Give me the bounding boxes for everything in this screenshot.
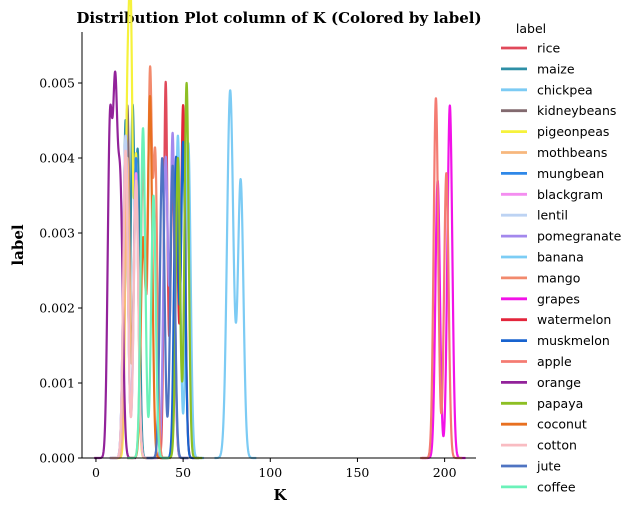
- x-tick-label: 150: [346, 465, 370, 480]
- legend-item-label: pigeonpeas: [537, 124, 609, 139]
- legend-title: label: [516, 21, 546, 36]
- density-curve-apple: [419, 97, 463, 460]
- legend-item-label: mungbean: [537, 166, 604, 181]
- legend-item-label: apple: [537, 354, 572, 369]
- legend-item-label: coffee: [537, 479, 576, 494]
- legend-item-label: muskmelon: [537, 333, 610, 348]
- legend-item-label: banana: [537, 250, 584, 265]
- legend-item-label: jute: [536, 459, 561, 474]
- legend-item-label: mango: [537, 270, 580, 285]
- legend-item-label: pomegranate: [537, 229, 622, 244]
- plot-area: [93, 0, 467, 460]
- legend-item-label: maize: [537, 61, 575, 76]
- x-tick-label: 100: [258, 465, 282, 480]
- legend-item-label: cotton: [537, 438, 577, 453]
- x-axis-label: K: [273, 486, 287, 504]
- x-tick-label: 50: [175, 465, 191, 480]
- y-tick-label: 0.001: [39, 376, 75, 391]
- y-tick-label: 0.002: [39, 301, 75, 316]
- legend-item-label: watermelon: [537, 312, 611, 327]
- legend-item-label: mothbeans: [537, 145, 607, 160]
- chart-title: Distribution Plot column of K (Colored b…: [76, 9, 481, 27]
- legend-item-label: rice: [537, 41, 560, 56]
- density-curve-chickpea: [213, 89, 258, 460]
- x-tick-label: 200: [433, 465, 457, 480]
- y-axis-label: label: [9, 224, 27, 265]
- y-tick-label: 0.004: [39, 151, 75, 166]
- legend-item-label: papaya: [537, 396, 583, 411]
- y-tick-label: 0.003: [39, 226, 75, 241]
- legend: label rice maize chickpea kidneybeans pigeon…: [501, 21, 622, 494]
- legend-item-label: chickpea: [537, 82, 593, 97]
- legend-item-label: lentil: [537, 208, 568, 223]
- x-axis-ticks: 0 50 100 150 200: [92, 458, 457, 480]
- legend-item-label: grapes: [537, 291, 580, 306]
- legend-item-label: blackgram: [537, 187, 603, 202]
- y-axis-ticks: 0.000 0.001 0.002 0.003 0.004 0.005: [39, 76, 82, 466]
- legend-item-label: kidneybeans: [537, 103, 616, 118]
- y-tick-label: 0.005: [39, 76, 75, 91]
- legend-item-label: orange: [537, 375, 581, 390]
- x-tick-label: 0: [92, 465, 100, 480]
- y-tick-label: 0.000: [39, 451, 75, 466]
- legend-item-label: coconut: [537, 417, 587, 432]
